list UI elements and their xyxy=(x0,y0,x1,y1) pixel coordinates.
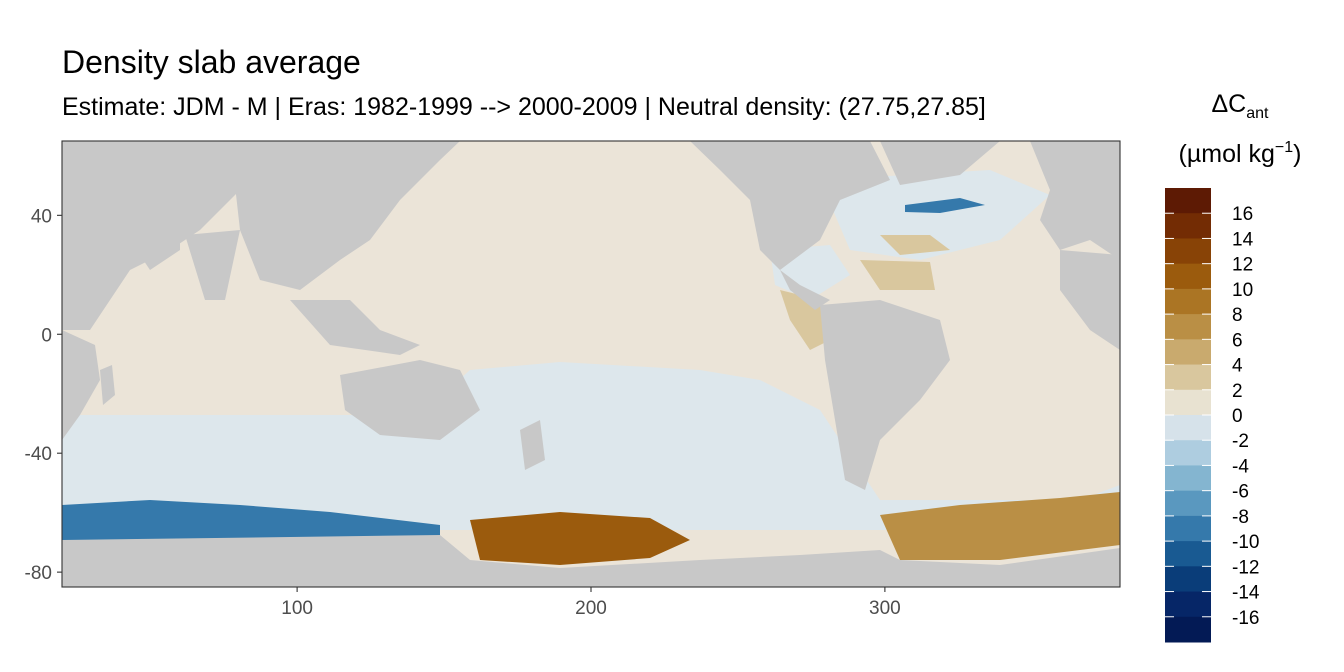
europe xyxy=(1030,141,1120,260)
india-landmass xyxy=(185,230,240,300)
colorbar-segment xyxy=(1165,238,1211,265)
southern-ocean-negative-band xyxy=(62,362,1120,530)
colorbar-segment xyxy=(1165,288,1211,315)
africa-south xyxy=(62,330,100,440)
colorbar-label: 4 xyxy=(1232,356,1243,377)
caribbean-positive-patch xyxy=(860,260,935,290)
weddell-sea-region xyxy=(880,492,1120,560)
x-tick-label: 200 xyxy=(575,598,607,619)
colorbar-segment xyxy=(1165,263,1211,290)
colorbar-label: 12 xyxy=(1232,255,1253,276)
y-tick-label: -40 xyxy=(25,444,52,465)
north-america xyxy=(690,141,890,270)
colorbar-label: -16 xyxy=(1232,608,1259,629)
x-tick-label: 300 xyxy=(869,598,901,619)
map-panel xyxy=(62,141,1120,587)
arabia-india xyxy=(130,200,180,270)
new-zealand xyxy=(520,420,545,470)
indian-antarctic-margin xyxy=(62,500,440,545)
colorbar-segment xyxy=(1165,415,1211,441)
land-masses xyxy=(62,141,1120,587)
colorbar-segment xyxy=(1165,465,1211,492)
colorbar-label: 0 xyxy=(1232,406,1243,427)
colorbar-label: 2 xyxy=(1232,381,1243,402)
madagascar xyxy=(100,365,115,405)
y-tick-label: 0 xyxy=(41,325,52,346)
colorbar-segment xyxy=(1165,616,1211,643)
colorbar-label: 14 xyxy=(1232,229,1254,250)
indonesia xyxy=(290,300,420,355)
colorbar-segment xyxy=(1165,541,1211,567)
colorbar-segment xyxy=(1165,188,1211,214)
colorbar-label: 16 xyxy=(1232,204,1253,225)
legend-unit: (µmol kg−1) xyxy=(1179,139,1302,168)
australia xyxy=(340,360,480,440)
colorbar-segment xyxy=(1165,339,1211,366)
colorbar-label: -14 xyxy=(1232,583,1260,604)
ross-sea-region xyxy=(470,512,690,565)
colorbar-segment xyxy=(1165,314,1211,340)
colorbar-segment xyxy=(1165,515,1211,542)
colorbar-label: 6 xyxy=(1232,330,1243,351)
x-tick-label: 100 xyxy=(281,598,313,619)
colorbar-legend: ΔCant (µmol kg−1) 16 14 12 10 8 6 4 2 0 -2 -4 -6 -8 -10… xyxy=(1165,90,1301,643)
legend-title: ΔCant xyxy=(1211,90,1269,122)
colorbar-segment xyxy=(1165,591,1211,618)
asia-landmass xyxy=(230,141,460,290)
west-africa xyxy=(1060,250,1120,350)
north-atlantic-negative-region xyxy=(820,170,1050,260)
y-tick-label: -80 xyxy=(25,563,52,584)
colorbar-label: -2 xyxy=(1232,431,1249,452)
colorbar-label: 8 xyxy=(1232,305,1243,326)
colorbar-label: 10 xyxy=(1232,280,1253,301)
colorbar-label: -10 xyxy=(1232,532,1259,553)
colorbar-segment xyxy=(1165,566,1211,593)
greenland xyxy=(880,141,1000,185)
colorbar-label: -8 xyxy=(1232,507,1249,528)
antarctica xyxy=(62,535,1120,587)
central-america xyxy=(780,270,830,310)
colorbar-segment xyxy=(1165,213,1211,239)
colorbar-segment xyxy=(1165,440,1211,466)
south-america xyxy=(820,300,950,490)
colorbar-label: -12 xyxy=(1232,557,1259,578)
y-tick-label: 40 xyxy=(31,206,52,227)
colorbar-label: -6 xyxy=(1232,482,1249,503)
colorbar-label: -4 xyxy=(1232,456,1249,477)
heatmap-field xyxy=(62,170,1120,565)
north-atlantic-strong-negative xyxy=(905,198,985,213)
colorbar-segment xyxy=(1165,490,1211,517)
north-atlantic-positive-patch xyxy=(880,235,950,255)
colorbar-segment xyxy=(1165,389,1211,416)
colorbar-segment xyxy=(1165,364,1211,391)
chart-title: Density slab average xyxy=(62,44,361,80)
chart-subtitle: Estimate: JDM - M | Eras: 1982-1999 --> … xyxy=(62,93,986,121)
